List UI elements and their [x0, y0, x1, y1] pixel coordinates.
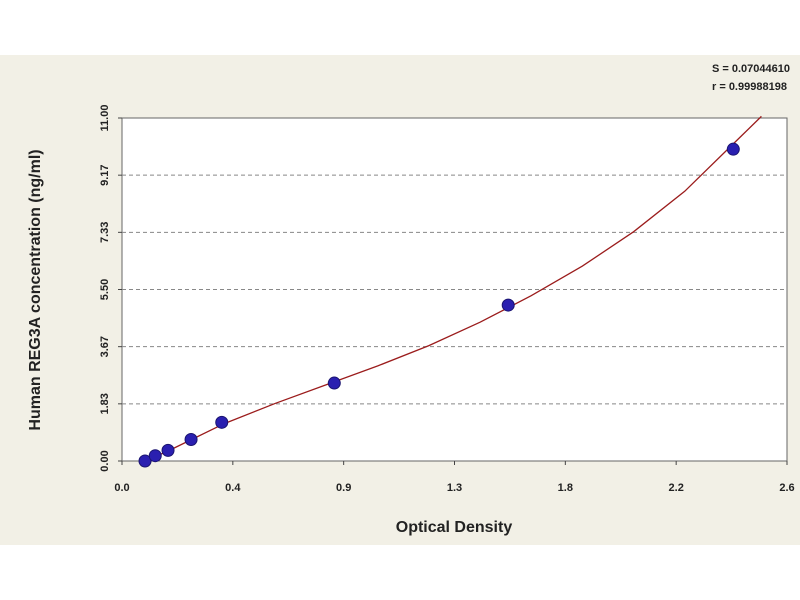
y-axis-ticks: 0.00 1.83 3.67 5.50 7.33 9.17 11.00 [99, 105, 122, 472]
r-statistic: r = 0.99988198 [712, 81, 787, 93]
x-tick-label: 0.0 [114, 482, 129, 494]
y-tick-label: 1.83 [99, 393, 111, 414]
s-statistic: S = 0.07044610 [712, 63, 790, 75]
data-point [148, 449, 162, 463]
y-tick-label: 9.17 [99, 164, 111, 185]
x-tick-label: 2.6 [779, 482, 794, 494]
data-point [184, 432, 198, 446]
data-point [138, 454, 152, 468]
x-axis-title: Optical Density [396, 519, 513, 536]
data-point [726, 142, 740, 156]
data-point [327, 376, 341, 390]
data-point [215, 415, 229, 429]
y-tick-label: 7.33 [99, 222, 111, 243]
grid-lines [122, 174, 787, 405]
fit-statistics: S = 0.07044610 r = 0.99988198 [712, 60, 790, 96]
y-tick-label: 5.50 [99, 279, 111, 300]
y-tick-label: 3.67 [99, 336, 111, 357]
y-tick-label: 0.00 [99, 450, 111, 471]
x-axis-ticks: 0.0 0.4 0.9 1.3 1.8 2.2 2.6 [114, 461, 795, 494]
x-tick-label: 1.8 [558, 482, 573, 494]
x-tick-label: 0.9 [336, 482, 351, 494]
y-tick-label: 11.00 [99, 105, 111, 132]
x-tick-label: 2.2 [669, 482, 684, 494]
x-tick-label: 0.4 [225, 482, 241, 494]
fit-curve-layer [144, 115, 762, 461]
y-axis-title: Human REG3A concentration (ng/ml) [27, 149, 44, 430]
data-point [501, 298, 515, 312]
data-point [161, 443, 175, 457]
fit-curve [144, 115, 762, 461]
data-points-layer [138, 142, 740, 468]
x-tick-label: 1.3 [447, 482, 462, 494]
